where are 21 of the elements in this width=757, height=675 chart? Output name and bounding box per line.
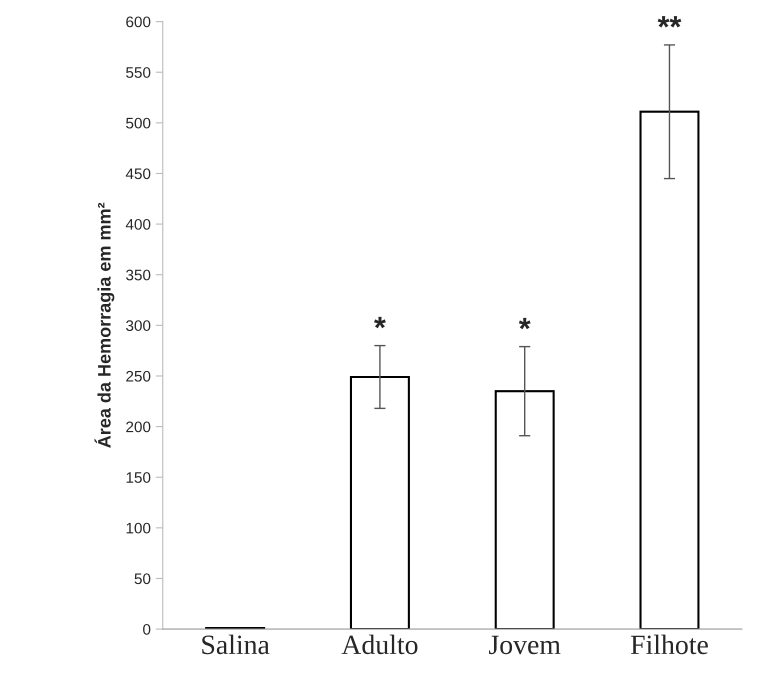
x-tick-label: Adulto xyxy=(342,634,418,654)
y-tick-label: 250 xyxy=(126,370,150,382)
y-tick-label: 450 xyxy=(126,168,150,180)
y-tick-label: 150 xyxy=(126,472,150,483)
y-tick-label: 400 xyxy=(126,218,150,230)
y-tick-label: 350 xyxy=(126,270,150,280)
y-tick-label: 600 xyxy=(126,16,150,28)
x-tick-label: Salina xyxy=(202,634,270,654)
y-tick-label: 50 xyxy=(134,573,150,584)
y-tick-label: 550 xyxy=(126,67,150,78)
y-axis-title: Área da Hemorragia em mm² xyxy=(94,202,114,448)
annotation: ** xyxy=(658,16,682,28)
annotation: * xyxy=(374,316,386,328)
y-tick-label: 0 xyxy=(143,624,150,635)
x-tick-label: Jovem xyxy=(489,636,561,654)
y-tick-label: 300 xyxy=(126,320,150,332)
y-tick-label: 100 xyxy=(126,522,150,534)
annotation: * xyxy=(518,318,531,330)
x-tick-label: Filhote xyxy=(630,634,708,654)
y-tick-label: 200 xyxy=(126,421,150,432)
y-tick-label: 500 xyxy=(126,118,150,129)
